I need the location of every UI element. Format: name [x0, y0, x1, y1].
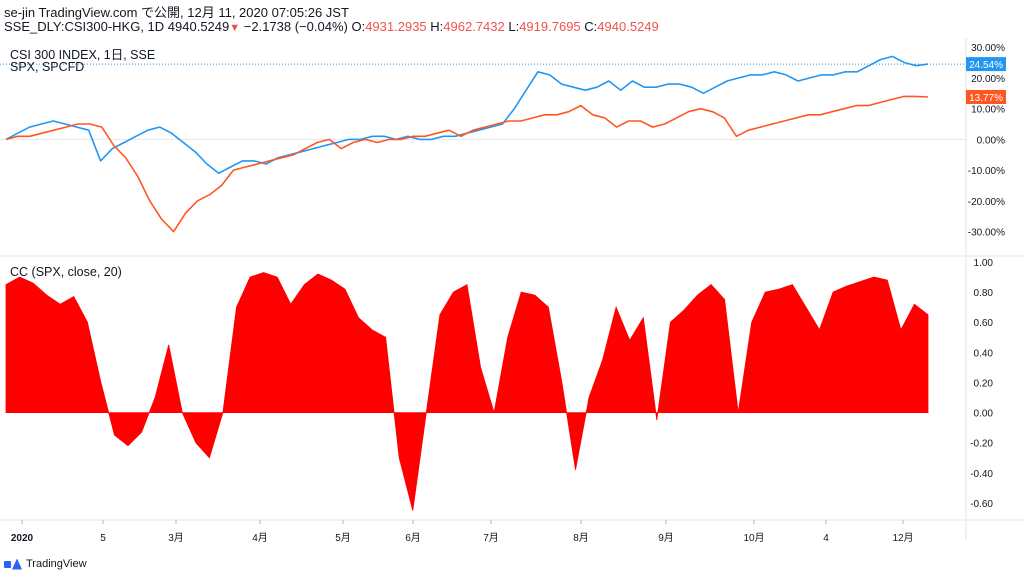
- last-value-badge: [966, 89, 1006, 104]
- publish-info: se-jin TradingView.com で公開, 12月 11, 2020…: [4, 5, 349, 20]
- x-tick-label: 9月: [658, 532, 674, 544]
- main-y-tick-label: -30.00%: [968, 228, 1005, 239]
- tradingview-brand: TradingView: [26, 558, 87, 570]
- high-value: 4962.7432: [443, 19, 505, 34]
- main-y-tick-label: 30.00%: [971, 43, 1005, 54]
- x-tick-label: 6月: [405, 532, 421, 544]
- main-pane-label-spx[interactable]: SPX, SPCFD: [10, 60, 85, 74]
- low-value: 4919.7695: [519, 19, 581, 34]
- main-y-tick-label: -20.00%: [968, 197, 1005, 208]
- cc-area[interactable]: [5, 272, 929, 511]
- arrow-down-icon: ▼: [229, 22, 241, 34]
- cc-pane-label[interactable]: CC (SPX, close, 20): [10, 265, 122, 279]
- last-value-badge: [966, 57, 1006, 72]
- main-y-tick-label: 10.00%: [971, 105, 1005, 116]
- x-tick-label: 10月: [743, 532, 764, 544]
- high-label: H:: [430, 19, 444, 34]
- low-label: L:: [508, 19, 520, 34]
- series-line[interactable]: [5, 55, 929, 174]
- open-label: O:: [351, 19, 366, 34]
- cc-y-tick-label: -0.20: [970, 439, 993, 450]
- cc-price-axis[interactable]: 1.00 0.80 0.60 0.40 0.20 0.00 -0.20 -0.40 -0.60: [970, 258, 993, 510]
- price-change: −2.1738 (−0.04%): [243, 19, 348, 34]
- tradingview-logo-icon: [4, 559, 22, 570]
- cc-y-tick-label: 0.40: [974, 348, 994, 359]
- cc-y-tick-label: 0.60: [974, 318, 994, 329]
- cc-y-tick-label: 1.00: [974, 258, 994, 269]
- last-value-text: 13.77%: [969, 93, 1003, 104]
- tradingview-logo[interactable]: TradingView: [4, 558, 87, 570]
- time-axis[interactable]: 2020 5 3月 4月 5月 6月 7月 8月 9月 10月 4 12月: [11, 520, 914, 544]
- cc-y-tick-label: 0.00: [974, 409, 994, 420]
- cc-y-tick-label: 0.80: [974, 288, 994, 299]
- cc-y-tick-label: -0.60: [970, 499, 993, 510]
- x-tick-label: 4: [823, 533, 829, 544]
- last-price: 4940.5249: [167, 19, 230, 34]
- x-tick-label: 4月: [252, 532, 268, 544]
- x-tick-label: 12月: [892, 532, 913, 544]
- main-series-group: [0, 55, 966, 233]
- symbol-label: SSE_DLY:CSI300-HKG, 1D: [4, 19, 165, 34]
- ohlc-bar: SSE_DLY:CSI300-HKG, 1D 4940.5249▼ −2.173…: [4, 19, 659, 34]
- main-price-axis[interactable]: 30.00% 20.00% 10.00% 0.00% -10.00% -20.00% -30…: [0, 43, 1005, 239]
- main-y-tick-label: -10.00%: [968, 166, 1005, 177]
- x-tick-label: 5: [100, 533, 106, 544]
- x-tick-label: 8月: [573, 532, 589, 544]
- last-value-labels: 24.54% 13.77%: [966, 57, 1006, 104]
- main-y-tick-label: 20.00%: [971, 74, 1005, 85]
- main-y-tick-label: 0.00%: [977, 135, 1005, 146]
- x-tick-label: 3月: [168, 532, 184, 544]
- last-value-text: 24.54%: [969, 60, 1003, 71]
- open-value: 4931.2935: [365, 19, 427, 34]
- cc-series-group: [5, 272, 929, 511]
- close-value: 4940.5249: [597, 19, 659, 34]
- close-label: C:: [584, 19, 598, 34]
- x-tick-label: 7月: [483, 532, 499, 544]
- cc-y-tick-label: 0.20: [974, 378, 994, 389]
- x-tick-label: 5月: [335, 532, 351, 544]
- cc-y-tick-label: -0.40: [970, 469, 993, 480]
- x-tick-label: 2020: [11, 533, 34, 544]
- series-line[interactable]: [5, 95, 929, 233]
- main-pane-label-csi[interactable]: CSI 300 INDEX, 1日, SSE: [10, 48, 156, 62]
